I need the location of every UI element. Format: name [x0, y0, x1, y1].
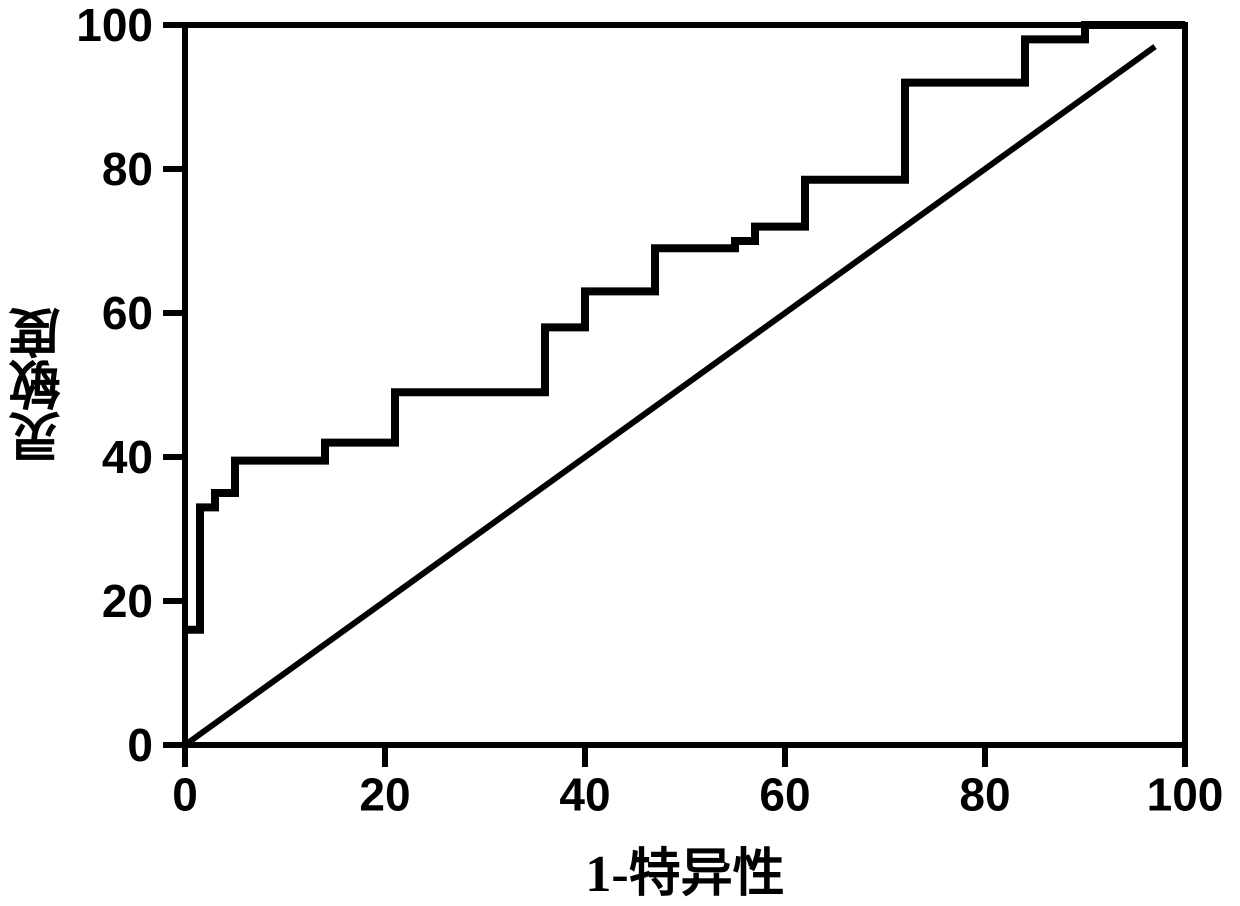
x-tick-label: 40 — [559, 769, 610, 821]
y-tick-label: 40 — [102, 431, 153, 483]
roc-chart: 020406080100020406080100 1-特异性 灵敏度 — [0, 0, 1240, 886]
x-axis-label: 1-特异性 — [585, 831, 784, 906]
y-tick-label: 100 — [76, 0, 153, 51]
x-tick-label: 100 — [1147, 769, 1224, 821]
x-tick-label: 0 — [172, 769, 198, 821]
y-tick-label: 0 — [127, 719, 153, 771]
x-tick-label: 80 — [959, 769, 1010, 821]
y-tick-label: 80 — [102, 143, 153, 195]
y-axis-label: 灵敏度 — [3, 307, 78, 463]
x-tick-label: 20 — [359, 769, 410, 821]
y-tick-label: 20 — [102, 575, 153, 627]
x-tick-label: 60 — [759, 769, 810, 821]
y-tick-label: 60 — [102, 287, 153, 339]
chart-svg: 0 20 40 60 80 100 0 20 40 60 80 100 — [0, 0, 1240, 886]
